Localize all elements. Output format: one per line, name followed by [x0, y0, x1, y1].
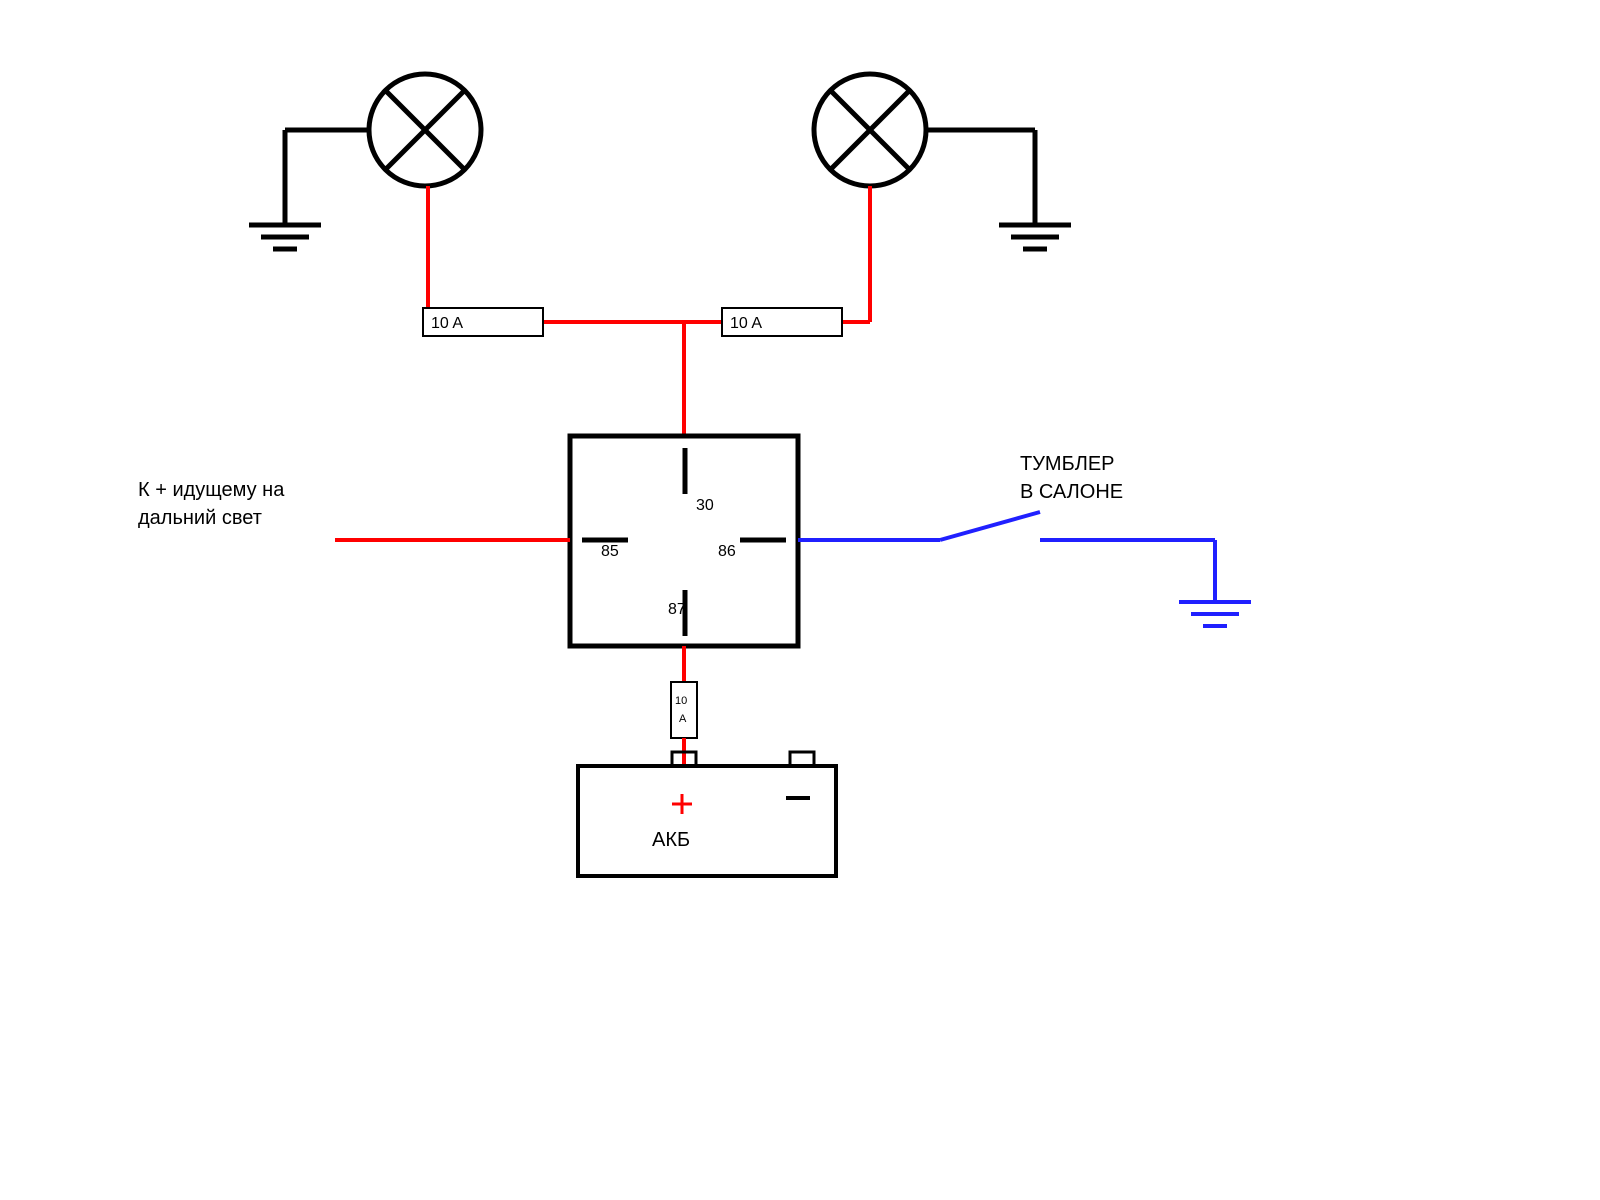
- battery-label: АКБ: [652, 829, 690, 851]
- relay-pin-30-label: 30: [696, 497, 714, 514]
- wiring-diagram: 10 A 10 A 30 87 85 86 К + идущему на дальний св…: [0, 0, 1600, 1200]
- fuse-bottom: [671, 682, 697, 738]
- battery-neg-terminal: [790, 752, 814, 766]
- fuse-left-label: 10 A: [431, 315, 463, 332]
- fuse-bottom-label-1: 10: [675, 695, 687, 707]
- label-highbeam-1: К + идущему на: [138, 479, 285, 501]
- relay-pin-86-label: 86: [718, 543, 736, 560]
- relay-pin-85-label: 85: [601, 543, 619, 560]
- switch-lever: [940, 512, 1040, 540]
- fuse-bottom-label-2: A: [679, 713, 687, 725]
- label-highbeam-2: дальний свет: [138, 507, 262, 529]
- label-switch-2: В САЛОНЕ: [1020, 481, 1123, 503]
- battery: [578, 766, 836, 876]
- fuse-right-label: 10 A: [730, 315, 762, 332]
- label-switch-1: ТУМБЛЕР: [1020, 453, 1115, 475]
- relay-pin-87-label: 87: [668, 601, 686, 618]
